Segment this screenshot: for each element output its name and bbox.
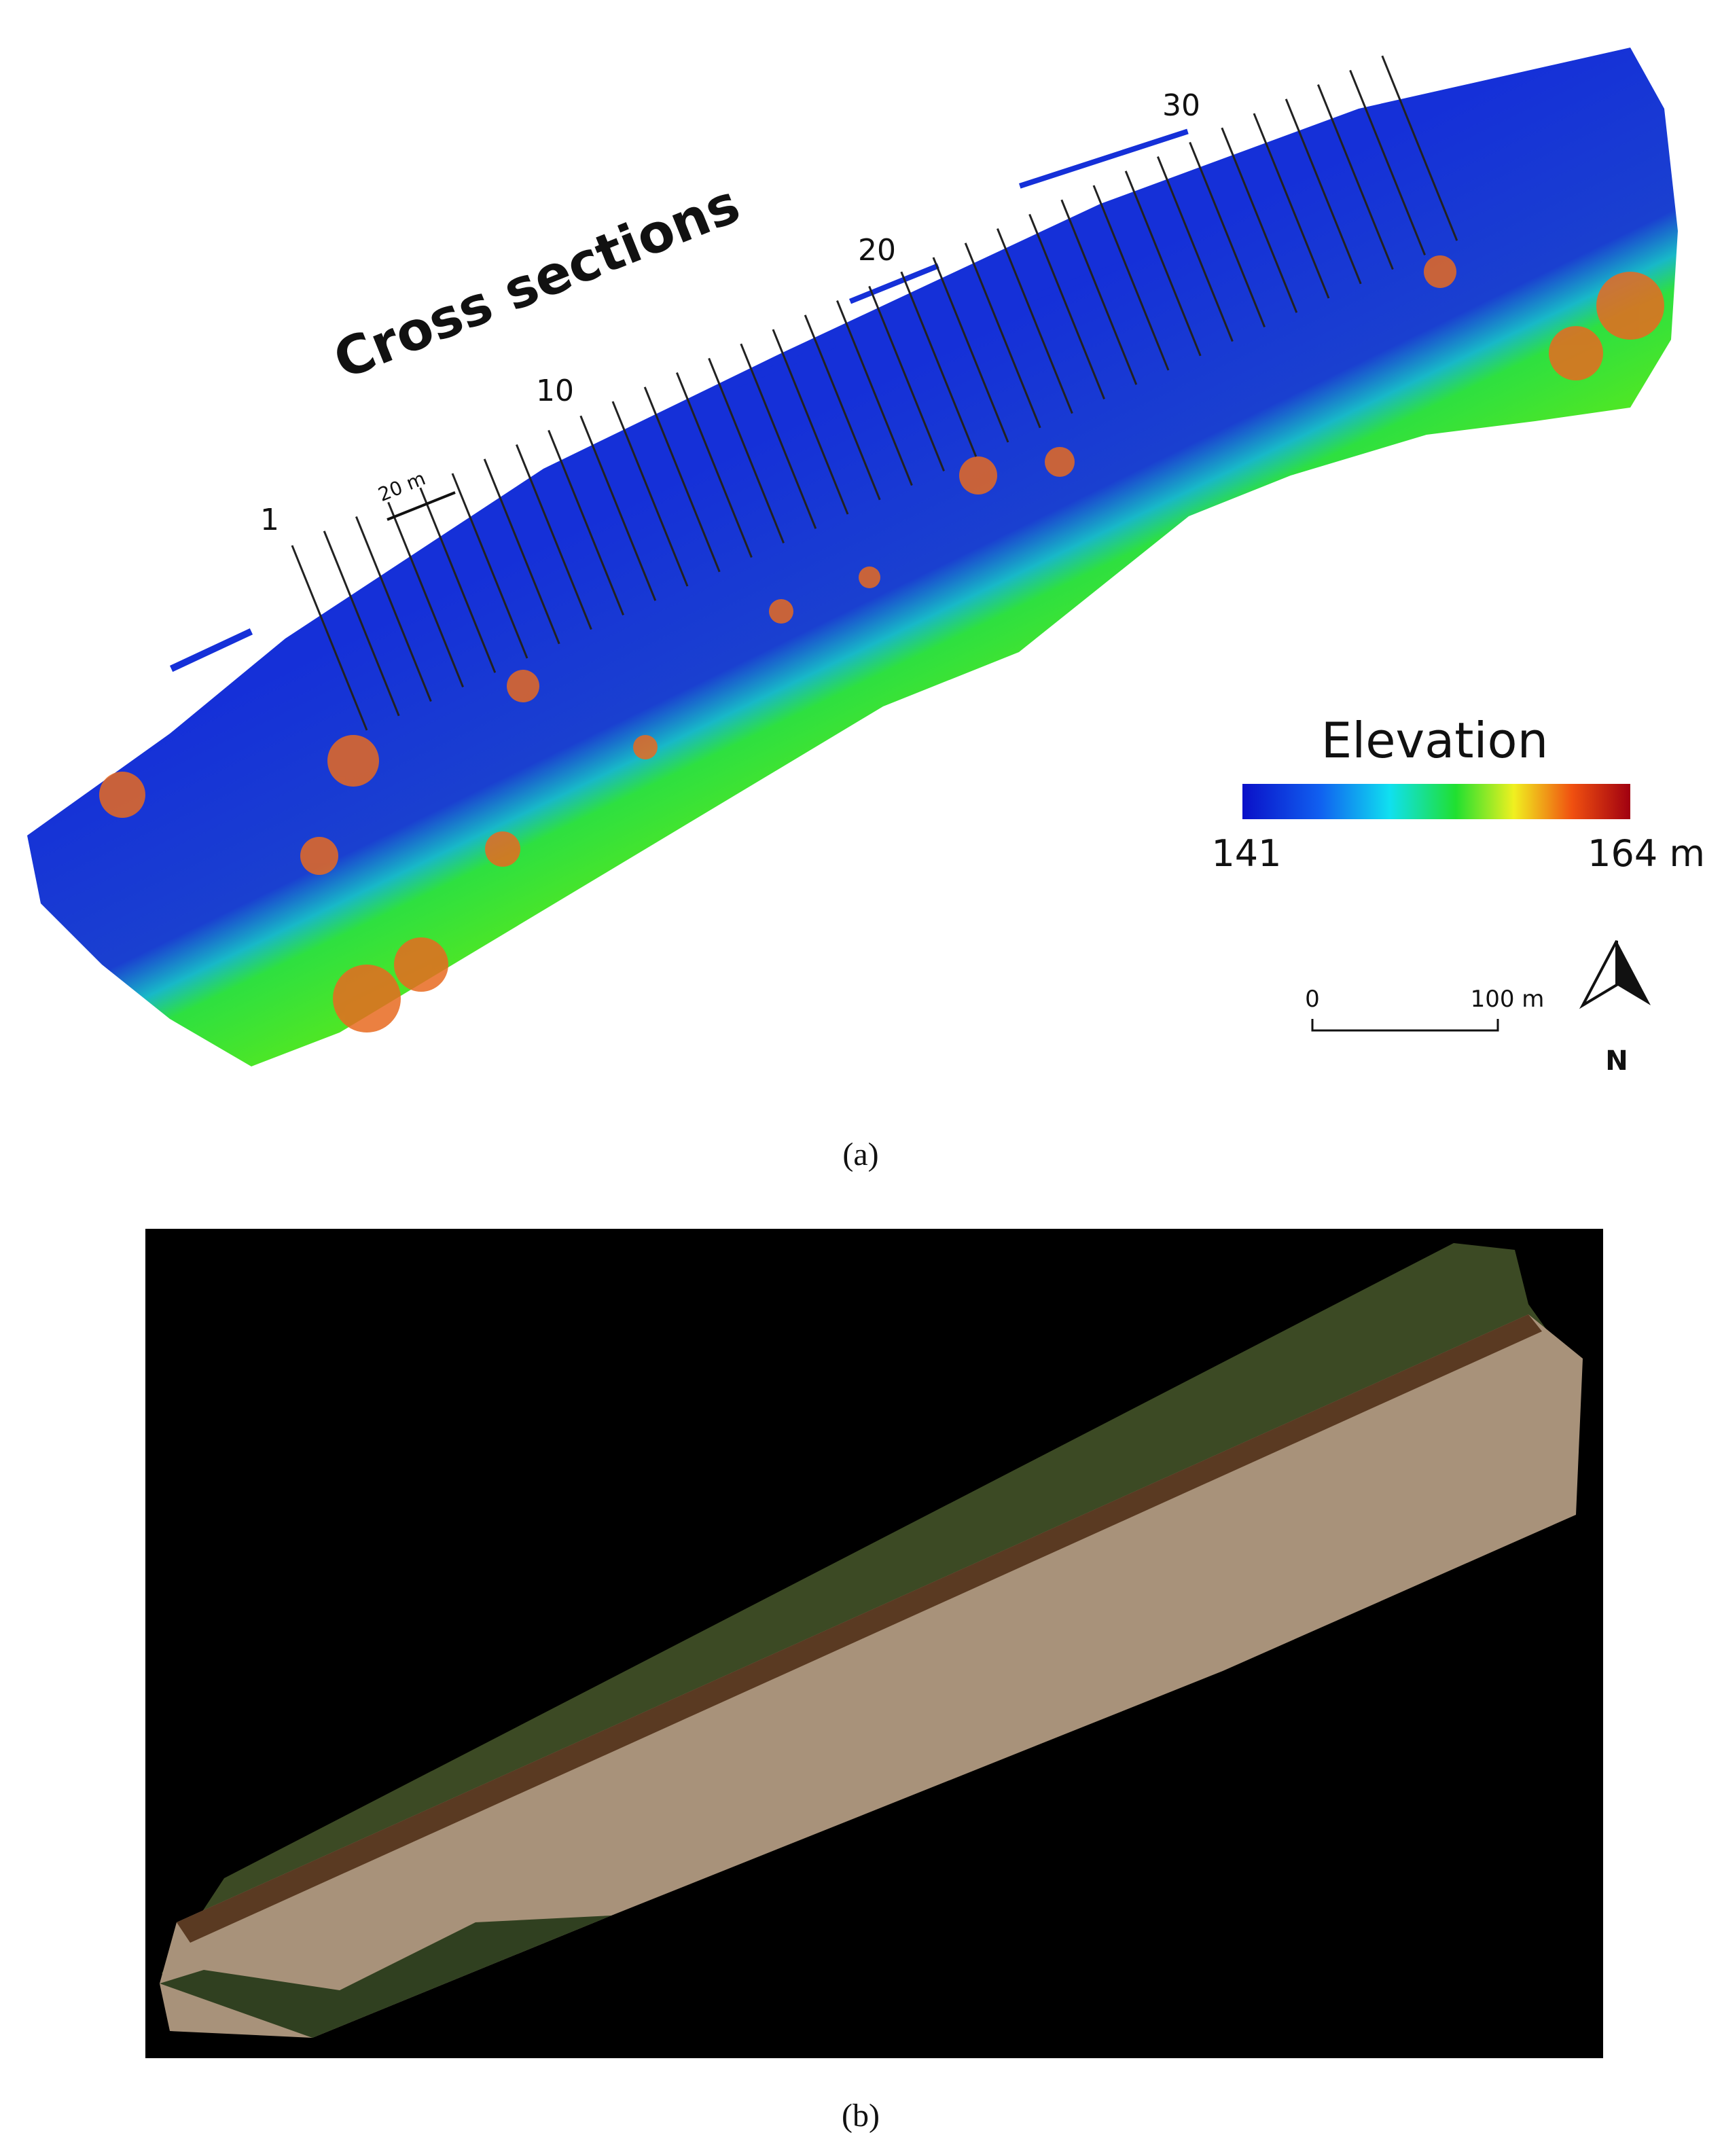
- vegetation: [160, 1916, 611, 2038]
- elevation-surface: [27, 48, 1678, 1066]
- spacing-label: 20 m: [375, 467, 429, 505]
- cross-section-line: [355, 516, 432, 702]
- legend-title: Elevation: [1321, 712, 1548, 769]
- cross-section-line: [548, 429, 624, 615]
- legend-min: 141: [1211, 832, 1281, 875]
- cross-section-line: [900, 271, 977, 457]
- caption: (a): [842, 1136, 878, 1172]
- cross-section-line: [419, 487, 497, 673]
- spacing-arrow: [387, 491, 456, 521]
- cross-section-line: [323, 531, 400, 717]
- cross-section-line: [483, 459, 560, 645]
- cross-section-line: [1285, 98, 1362, 285]
- title: Cross sections: [325, 173, 748, 391]
- point-cloud: [27, 48, 1678, 1066]
- section-label: 10: [536, 374, 574, 408]
- river-area: [162, 1243, 1562, 1983]
- cross-section-line: [1124, 170, 1202, 357]
- cross-section-line: [1381, 55, 1458, 241]
- bank-area: [160, 1314, 1583, 2038]
- cross-section-line: [676, 372, 753, 558]
- cross-section-line: [579, 415, 657, 601]
- section-label: 30: [1162, 88, 1200, 123]
- cross-section-line: [708, 357, 785, 543]
- cross-section-line: [1157, 156, 1234, 342]
- cross-section-line: [291, 545, 368, 731]
- cross-section-line: [964, 242, 1041, 429]
- colorbar: [1242, 784, 1630, 819]
- cross-section-lines: [291, 55, 1458, 731]
- scale-bar: [1311, 1019, 1499, 1032]
- scale-start: 0: [1305, 986, 1320, 1013]
- cross-section-line: [1092, 185, 1170, 371]
- caption: (b): [842, 2098, 880, 2134]
- cross-section-line: [1221, 127, 1298, 313]
- cross-section-line: [868, 285, 945, 471]
- cross-section-line: [997, 228, 1073, 414]
- cross-section-line: [1028, 213, 1105, 399]
- legend-max: 164 m: [1588, 832, 1705, 875]
- section-label: 1: [260, 503, 279, 537]
- cross-section-line: [1060, 199, 1138, 385]
- cross-section-line: [1317, 84, 1394, 270]
- cross-section-line: [643, 387, 721, 573]
- cross-section-line: [836, 300, 913, 486]
- cross-section-line: [1349, 69, 1426, 255]
- cross-section-line: [387, 501, 464, 687]
- cross-section-line: [740, 343, 817, 529]
- cross-section-line: [611, 401, 689, 587]
- cross-section-line: [932, 257, 1009, 443]
- cross-section-line: [451, 473, 528, 659]
- cross-section-line: [772, 329, 849, 515]
- north-arrow: [1579, 940, 1618, 1009]
- north-label: N: [1605, 1045, 1628, 1077]
- cross-section-line: [1253, 113, 1330, 299]
- north-arrow: [1617, 941, 1651, 1005]
- scale-end: 100 m: [1471, 986, 1545, 1013]
- cross-section-line: [804, 315, 881, 501]
- section-label: 20: [858, 233, 896, 268]
- shoreline: [177, 1314, 1542, 1943]
- cross-section-line: [1189, 141, 1266, 327]
- cross-section-line: [516, 444, 592, 630]
- tree-clusters: [99, 255, 1664, 1032]
